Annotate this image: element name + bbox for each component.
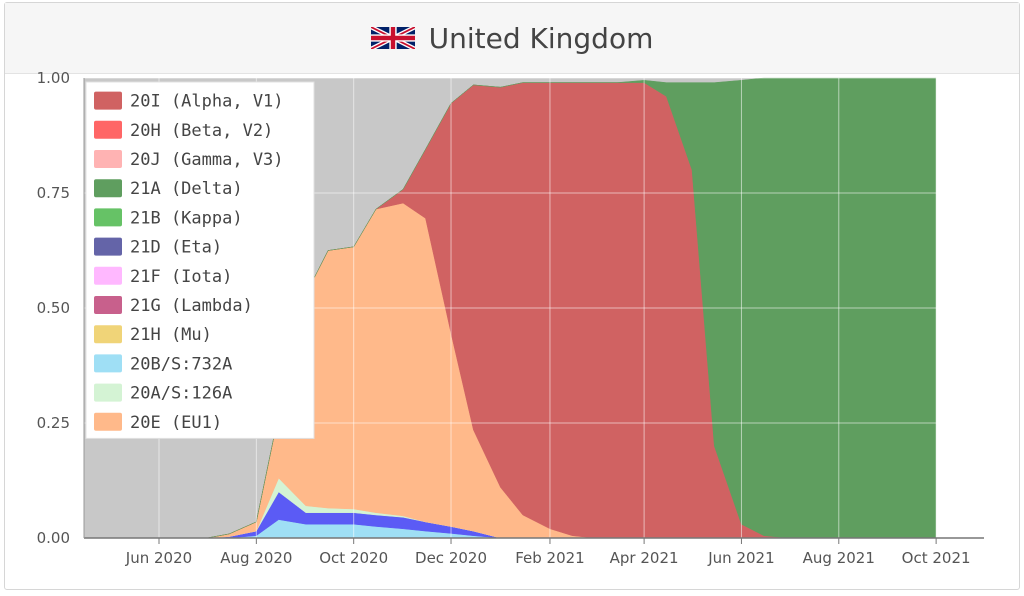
legend-label: 21D (Eta) [130,238,222,258]
x-tick-label: Aug 2021 [803,549,875,567]
legend-swatch [94,179,122,198]
x-tick-label: Dec 2020 [415,549,487,567]
legend-swatch [94,208,122,227]
legend-swatch [94,383,122,402]
y-tick-label: 0.00 [37,529,70,547]
legend-label: 20E (EU1) [130,413,222,433]
legend-swatch [94,296,122,314]
legend-label: 21G (Lambda) [130,296,253,316]
legend-swatch [94,150,122,168]
legend-label: 21F (Iota) [130,267,232,287]
legend-label: 20H (Beta, V2) [130,121,273,141]
legend-swatch [94,325,122,344]
x-tick-label: Jun 2020 [125,549,192,567]
x-tick-label: Oct 2020 [319,549,388,567]
legend-swatch [94,354,122,373]
legend-label: 20A/S:126A [130,384,232,404]
legend-label: 21A (Delta) [130,179,243,199]
x-tick-label: Oct 2021 [902,549,971,567]
legend-swatch [94,237,122,256]
x-tick-label: Apr 2021 [610,549,679,567]
y-tick-label: 0.25 [37,414,70,432]
legend-swatch [94,120,122,139]
x-tick-label: Feb 2021 [515,549,585,567]
legend-box [85,81,315,439]
x-tick-label: Aug 2020 [220,549,292,567]
legend-swatch [94,412,122,431]
legend-label: 20I (Alpha, V1) [130,92,284,112]
legend-label: 20B/S:732A [130,354,232,374]
y-tick-label: 1.00 [37,69,70,87]
legend-swatch [94,266,122,285]
y-tick-label: 0.50 [37,299,70,317]
y-tick-label: 0.75 [37,184,70,202]
legend-swatch [94,91,122,110]
x-tick-label: Jun 2021 [707,549,774,567]
legend-label: 21H (Mu) [130,325,212,345]
legend-label: 20J (Gamma, V3) [130,150,284,170]
chart-title: United Kingdom [428,21,654,55]
legend-label: 21B (Kappa) [130,208,243,228]
uk-flag-icon [370,27,415,49]
chart-header: United Kingdom [5,3,1019,74]
